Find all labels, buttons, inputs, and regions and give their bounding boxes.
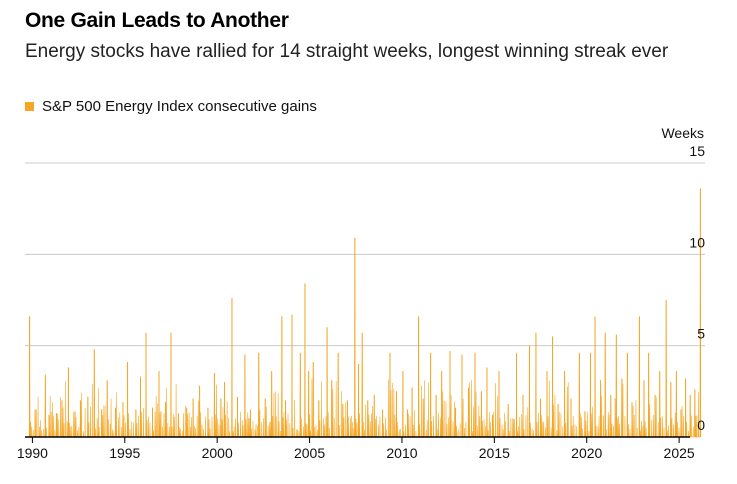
x-tick-label-1990: 1990: [17, 445, 48, 461]
chart-title: One Gain Leads to Another: [25, 9, 289, 32]
x-tick-label-2020: 2020: [571, 445, 602, 461]
y-axis-ticks: 0 5 10 15: [689, 143, 705, 433]
chart-subtitle: Energy stocks have rallied for 14 straig…: [25, 41, 669, 62]
x-tick-label-1995: 1995: [109, 445, 140, 461]
y-tick-label-0: 0: [697, 417, 705, 433]
y-tick-label-15: 15: [689, 143, 705, 159]
area-series: [28, 188, 702, 438]
x-tick-label-2005: 2005: [294, 445, 325, 461]
x-tick-label-2025: 2025: [664, 445, 695, 461]
gridlines: [25, 162, 705, 347]
x-tick-label-2015: 2015: [479, 445, 510, 461]
y-tick-label-5: 5: [697, 326, 705, 342]
x-axis: 1990 1995 2000 2005 2010 2015 2020 2025: [17, 436, 695, 461]
y-tick-label-10: 10: [689, 234, 705, 250]
legend-swatch: [25, 102, 34, 111]
legend-label: S&P 500 Energy Index consecutive gains: [42, 98, 317, 115]
legend: S&P 500 Energy Index consecutive gains: [25, 98, 317, 115]
y-axis-units-label: Weeks: [661, 125, 704, 141]
x-tick-label-2000: 2000: [202, 445, 233, 461]
x-tick-label-2010: 2010: [386, 445, 417, 461]
